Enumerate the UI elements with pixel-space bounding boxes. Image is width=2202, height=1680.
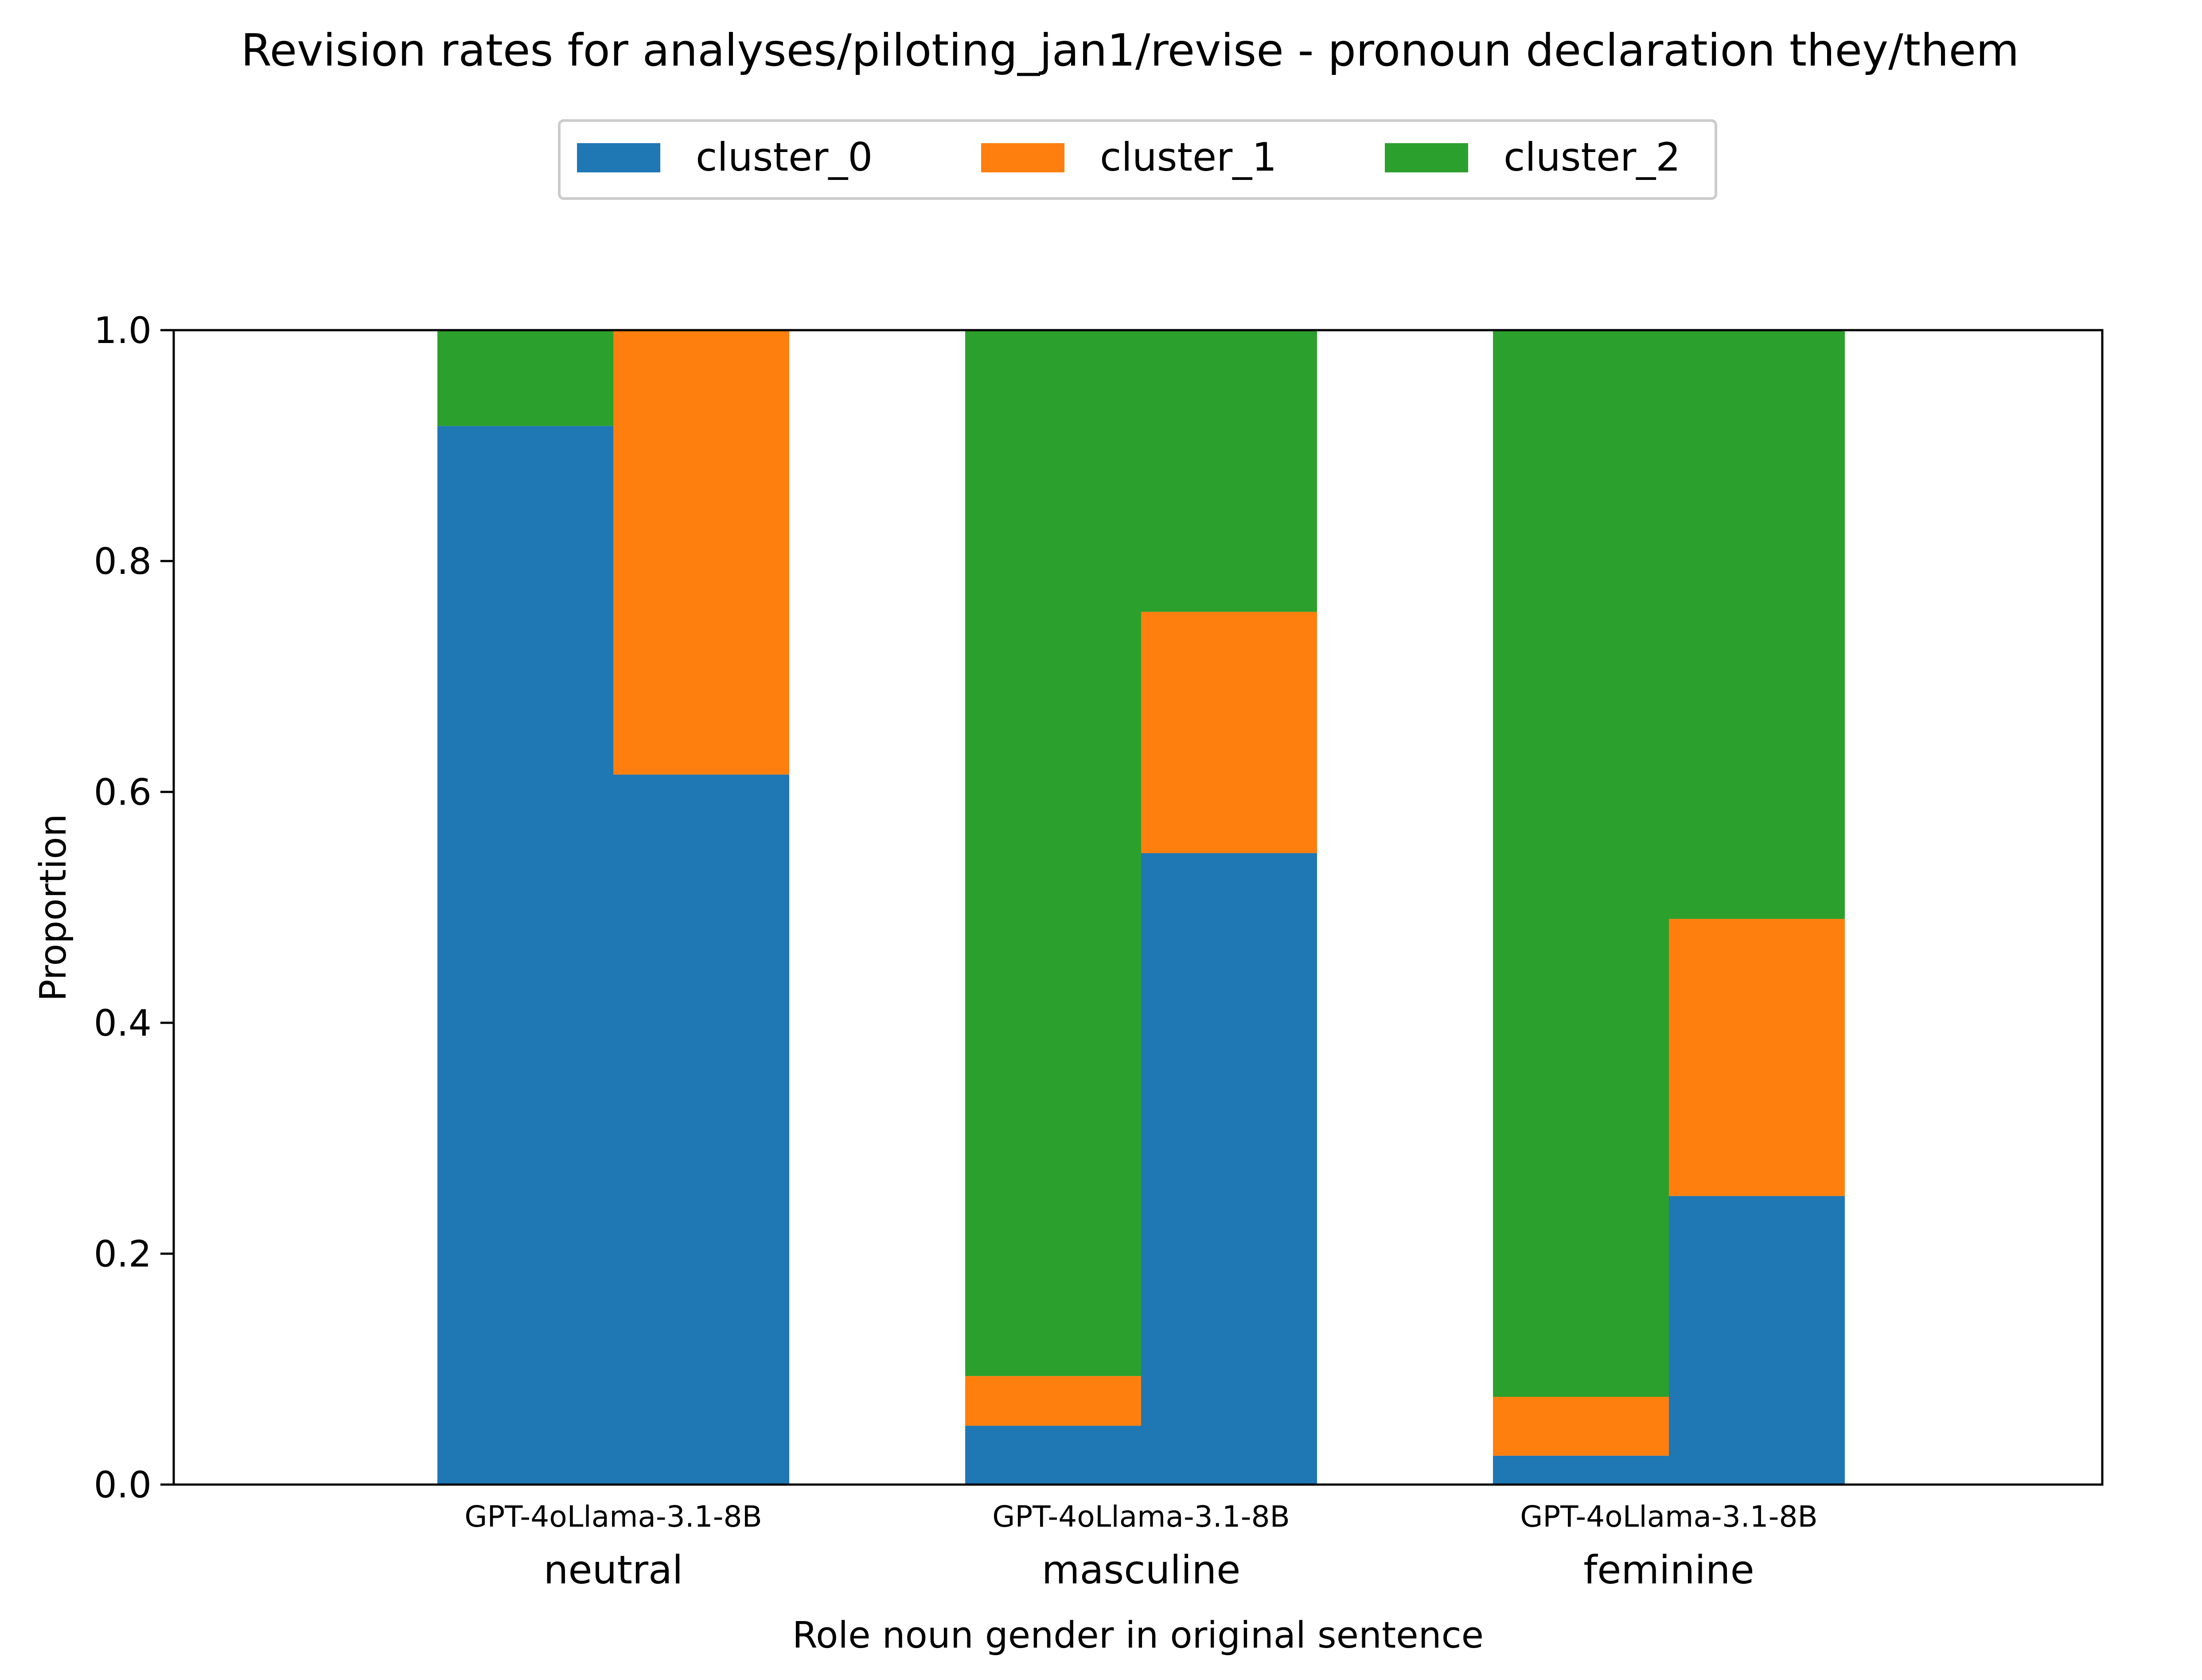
x-tick-group-masculine: masculine bbox=[1042, 1547, 1240, 1593]
y-tick-label: 1.0 bbox=[94, 310, 152, 352]
bars bbox=[437, 330, 1845, 1485]
bar-feminine-gpt-4o-cluster-1 bbox=[1493, 1397, 1669, 1456]
bar-masculine-llama-3-1-8b-cluster-1 bbox=[1141, 612, 1317, 854]
x-tick-model-labels: GPT-4oLlama-3.1-8B bbox=[1520, 1500, 1818, 1534]
bar-neutral-gpt-4o-cluster-0 bbox=[437, 426, 613, 1485]
y-tick-label: 0.8 bbox=[94, 541, 152, 583]
bar-feminine-gpt-4o-cluster-2 bbox=[1493, 330, 1669, 1397]
legend: cluster_0 cluster_1 cluster_2 bbox=[558, 119, 1717, 200]
plot-frame bbox=[172, 329, 2104, 1486]
x-axis-label: Role noun gender in original sentence bbox=[792, 1614, 1484, 1657]
legend-label-cluster-1: cluster_1 bbox=[1100, 134, 1277, 180]
bar-masculine-llama-3-1-8b-cluster-2 bbox=[1141, 330, 1317, 612]
bar-masculine-llama-3-1-8b-cluster-0 bbox=[1141, 853, 1317, 1485]
bar-feminine-llama-3-1-8b-cluster-2 bbox=[1669, 330, 1845, 919]
bar-feminine-gpt-4o-cluster-0 bbox=[1493, 1455, 1669, 1485]
bar-masculine-gpt-4o-cluster-1 bbox=[965, 1376, 1141, 1426]
y-tick-label: 0.2 bbox=[94, 1233, 152, 1275]
bar-neutral-gpt-4o-cluster-2 bbox=[437, 330, 613, 426]
x-tick-group-neutral: neutral bbox=[544, 1547, 683, 1593]
bar-feminine-llama-3-1-8b-cluster-1 bbox=[1669, 919, 1845, 1196]
bar-neutral-llama-3-1-8b-cluster-0 bbox=[613, 774, 789, 1485]
bar-masculine-gpt-4o-cluster-2 bbox=[965, 330, 1141, 1376]
x-tick-group-feminine: feminine bbox=[1583, 1547, 1754, 1593]
y-tick-label: 0.0 bbox=[94, 1464, 152, 1506]
legend-frame bbox=[558, 119, 1717, 200]
legend-swatch-cluster-0 bbox=[577, 143, 660, 172]
chart-title: Revision rates for analyses/piloting_jan… bbox=[241, 24, 2019, 76]
legend-label-cluster-2: cluster_2 bbox=[1504, 134, 1680, 180]
y-axis-label: Proportion bbox=[32, 814, 74, 1001]
y-tick-label: 0.4 bbox=[94, 1002, 152, 1045]
legend-swatch-cluster-2 bbox=[1385, 143, 1468, 172]
y-axis: 0.0 0.2 0.4 0.6 0.8 1.0 bbox=[94, 310, 174, 1506]
legend-swatch-cluster-1 bbox=[981, 143, 1064, 172]
legend-label-cluster-0: cluster_0 bbox=[696, 134, 873, 180]
bar-feminine-llama-3-1-8b-cluster-0 bbox=[1669, 1196, 1845, 1485]
bar-neutral-llama-3-1-8b-cluster-1 bbox=[613, 330, 789, 775]
x-axis: GPT-4oLlama-3.1-8B neutral GPT-4oLlama-3.1… bbox=[464, 1500, 1818, 1593]
bar-masculine-gpt-4o-cluster-0 bbox=[965, 1426, 1141, 1485]
x-tick-model-labels: GPT-4oLlama-3.1-8B bbox=[464, 1500, 762, 1534]
x-tick-model-labels: GPT-4oLlama-3.1-8B bbox=[992, 1500, 1290, 1534]
y-tick-label: 0.6 bbox=[94, 772, 152, 814]
